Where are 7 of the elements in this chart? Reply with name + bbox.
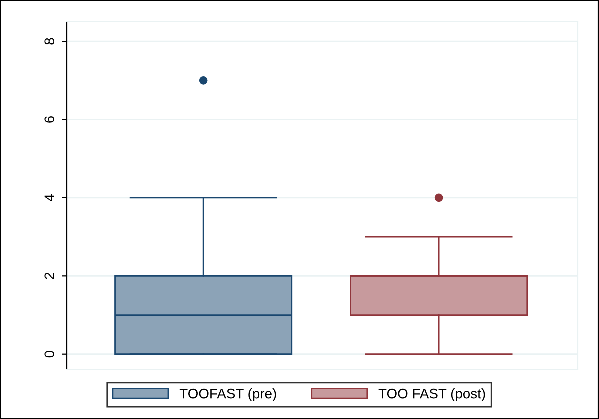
y-tick-label: 8 (44, 38, 55, 45)
legend-label: TOOFAST (pre) (180, 388, 276, 402)
y-tick-label: 0 (44, 351, 55, 358)
legend-label: TOO FAST (post) (378, 388, 486, 402)
y-tick-label: 4 (44, 194, 54, 202)
y-tick-label: 2 (44, 272, 54, 280)
y-tick-label: 6 (44, 116, 55, 123)
